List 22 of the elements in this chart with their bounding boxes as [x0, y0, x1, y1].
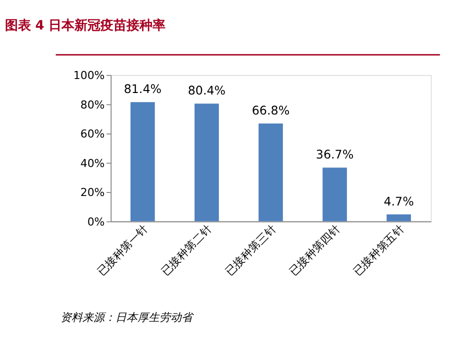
data-label: 4.7% — [384, 194, 414, 208]
y-tick-label: 80% — [80, 98, 105, 112]
y-tick-label: 20% — [80, 186, 105, 200]
chart-title: 图表 4 日本新冠疫苗接种率 — [4, 17, 166, 34]
bar — [194, 104, 219, 222]
data-label: 81.4% — [124, 82, 162, 96]
x-tick-label: 已接种第二针 — [158, 222, 215, 278]
text: 资料来源：日本厚生劳动省 — [60, 311, 194, 324]
x-tick-label: 已接种第五针 — [350, 222, 407, 278]
x-tick-label: 已接种第四针 — [286, 222, 343, 278]
y-tick-label: 40% — [80, 156, 105, 170]
y-tick-label: 0% — [87, 215, 105, 228]
data-label: 80.4% — [188, 84, 226, 98]
data-label: 36.7% — [316, 147, 354, 162]
data-label: 66.8% — [252, 103, 290, 118]
bar — [258, 124, 283, 222]
bar — [322, 168, 347, 222]
bar — [386, 214, 411, 222]
x-tick-label: 已接种第三针 — [222, 222, 279, 278]
y-tick-label: 60% — [80, 128, 105, 141]
bar — [130, 102, 155, 222]
y-tick-label: 100% — [73, 69, 105, 82]
